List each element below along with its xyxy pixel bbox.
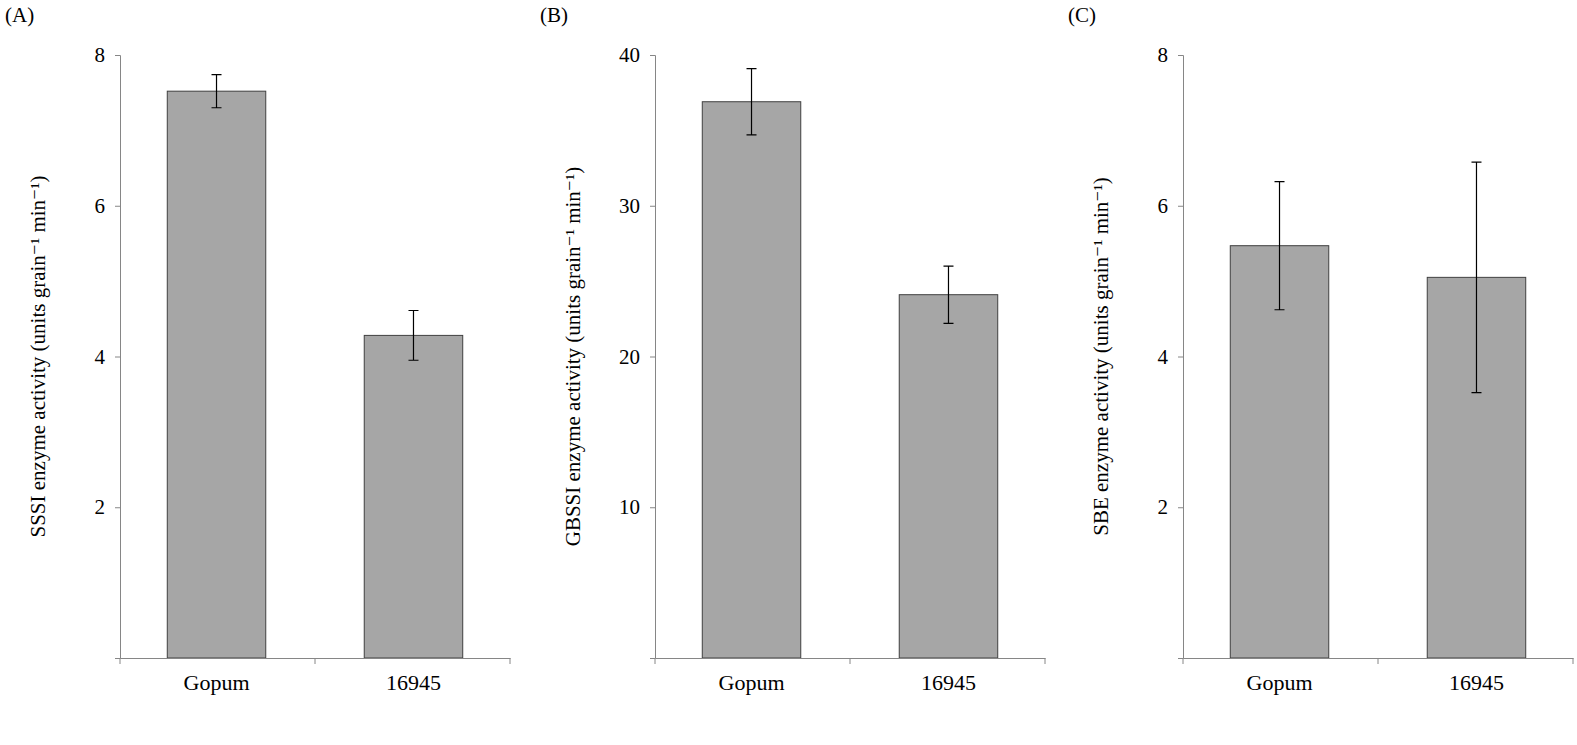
y-tick-label: 6: [95, 194, 106, 218]
category-divider: [1378, 658, 1379, 664]
x-tick: 16945: [386, 658, 441, 695]
category-divider: [850, 658, 851, 664]
error-bar-line: [747, 69, 757, 135]
panel-label: (B): [540, 3, 568, 27]
bar: [167, 91, 265, 658]
y-tick-label: 30: [619, 194, 640, 218]
y-axis: 10 20 30 40: [619, 43, 656, 658]
marks: [167, 75, 462, 658]
y-tick: 40: [619, 43, 655, 67]
error-bar-line: [943, 266, 953, 323]
y-tick-label: 40: [619, 43, 640, 67]
error-bar: [943, 266, 953, 323]
category-divider: [655, 658, 656, 664]
error-bar-line: [1471, 162, 1481, 393]
error-bar-line: [212, 75, 222, 108]
y-tick: 8: [1158, 43, 1184, 67]
x-axis: Gopum 16945: [656, 658, 1046, 695]
category-divider: [1573, 658, 1574, 664]
y-tick-label: 8: [95, 43, 106, 67]
x-tick-label: 16945: [386, 670, 441, 695]
y-axis-line: [1178, 56, 1184, 659]
y-tick: 6: [1158, 194, 1184, 218]
panel: 10 20 30 40 Gopum 16945 GBSSI enzyme activity …: [540, 3, 1046, 695]
x-tick-label: 16945: [921, 670, 976, 695]
bar: [899, 295, 997, 658]
error-bar: [1275, 182, 1285, 310]
x-tick-label: Gopum: [719, 670, 785, 695]
error-bar: [747, 69, 757, 135]
y-axis: 2 4 6 8: [95, 43, 121, 658]
y-tick-mark: [650, 507, 655, 508]
y-axis-title: GBSSI enzyme activity (units grain⁻¹ min…: [561, 167, 585, 546]
panel-label: (C): [1068, 3, 1096, 27]
y-tick-mark: [1178, 55, 1183, 56]
y-tick-label: 4: [95, 345, 106, 369]
panel: 2 4 6 8 Gopum 16945 SSSI enzyme activity (unit…: [5, 3, 511, 695]
y-tick: 2: [95, 495, 121, 519]
y-tick: 30: [619, 194, 655, 218]
figure: 2 4 6 8 Gopum 16945 SSSI enzyme activity (unit…: [0, 0, 1577, 745]
y-axis-title: SSSI enzyme activity (units grain⁻¹ min⁻…: [26, 176, 50, 538]
error-bar: [1471, 162, 1481, 393]
y-tick: 4: [95, 345, 121, 369]
marks: [1230, 162, 1525, 658]
marks: [702, 69, 997, 658]
y-tick-label: 2: [95, 495, 106, 519]
y-tick: 4: [1158, 345, 1184, 369]
x-tick: Gopum: [184, 658, 250, 695]
y-tick-label: 8: [1158, 43, 1169, 67]
y-axis: 2 4 6 8: [1158, 43, 1184, 658]
y-tick-mark: [1178, 357, 1183, 358]
y-tick-label: 20: [619, 345, 640, 369]
y-axis-line: [650, 56, 656, 659]
y-tick-label: 4: [1158, 345, 1169, 369]
y-tick-mark: [115, 206, 120, 207]
category-divider: [1045, 658, 1046, 664]
panel: 2 4 6 8 Gopum 16945 SBE enzyme activity (units…: [1068, 3, 1574, 695]
y-tick-mark: [650, 55, 655, 56]
y-tick-label: 10: [619, 495, 640, 519]
y-tick: 20: [619, 345, 655, 369]
x-tick-label: 16945: [1449, 670, 1504, 695]
bar: [364, 335, 462, 658]
y-tick: 8: [95, 43, 121, 67]
y-axis-title: SBE enzyme activity (units grain⁻¹ min⁻¹…: [1089, 177, 1113, 535]
x-tick: Gopum: [719, 658, 785, 695]
y-tick-mark: [115, 357, 120, 358]
error-bar-line: [1275, 182, 1285, 310]
x-tick: Gopum: [1247, 658, 1313, 695]
error-bar: [408, 311, 418, 361]
y-tick-mark: [1178, 206, 1183, 207]
category-divider: [120, 658, 121, 664]
category-divider: [1183, 658, 1184, 664]
bar: [702, 102, 800, 658]
error-bar: [212, 75, 222, 108]
x-tick-label: Gopum: [184, 670, 250, 695]
x-tick-label: Gopum: [1247, 670, 1313, 695]
category-divider: [510, 658, 511, 664]
x-tick: 16945: [1449, 658, 1504, 695]
error-bar-line: [408, 311, 418, 361]
y-tick-mark: [115, 507, 120, 508]
y-tick-mark: [650, 206, 655, 207]
panel-label: (A): [5, 3, 34, 27]
y-tick: 6: [95, 194, 121, 218]
y-tick-mark: [650, 357, 655, 358]
y-tick: 10: [619, 495, 655, 519]
category-divider: [315, 658, 316, 664]
y-tick-mark: [115, 55, 120, 56]
y-tick-label: 6: [1158, 194, 1169, 218]
y-axis-line: [115, 56, 121, 659]
y-tick-label: 2: [1158, 495, 1169, 519]
x-axis: Gopum 16945: [1184, 658, 1574, 695]
y-tick-mark: [1178, 507, 1183, 508]
x-axis: Gopum 16945: [121, 658, 511, 695]
x-tick: 16945: [921, 658, 976, 695]
y-tick: 2: [1158, 495, 1184, 519]
